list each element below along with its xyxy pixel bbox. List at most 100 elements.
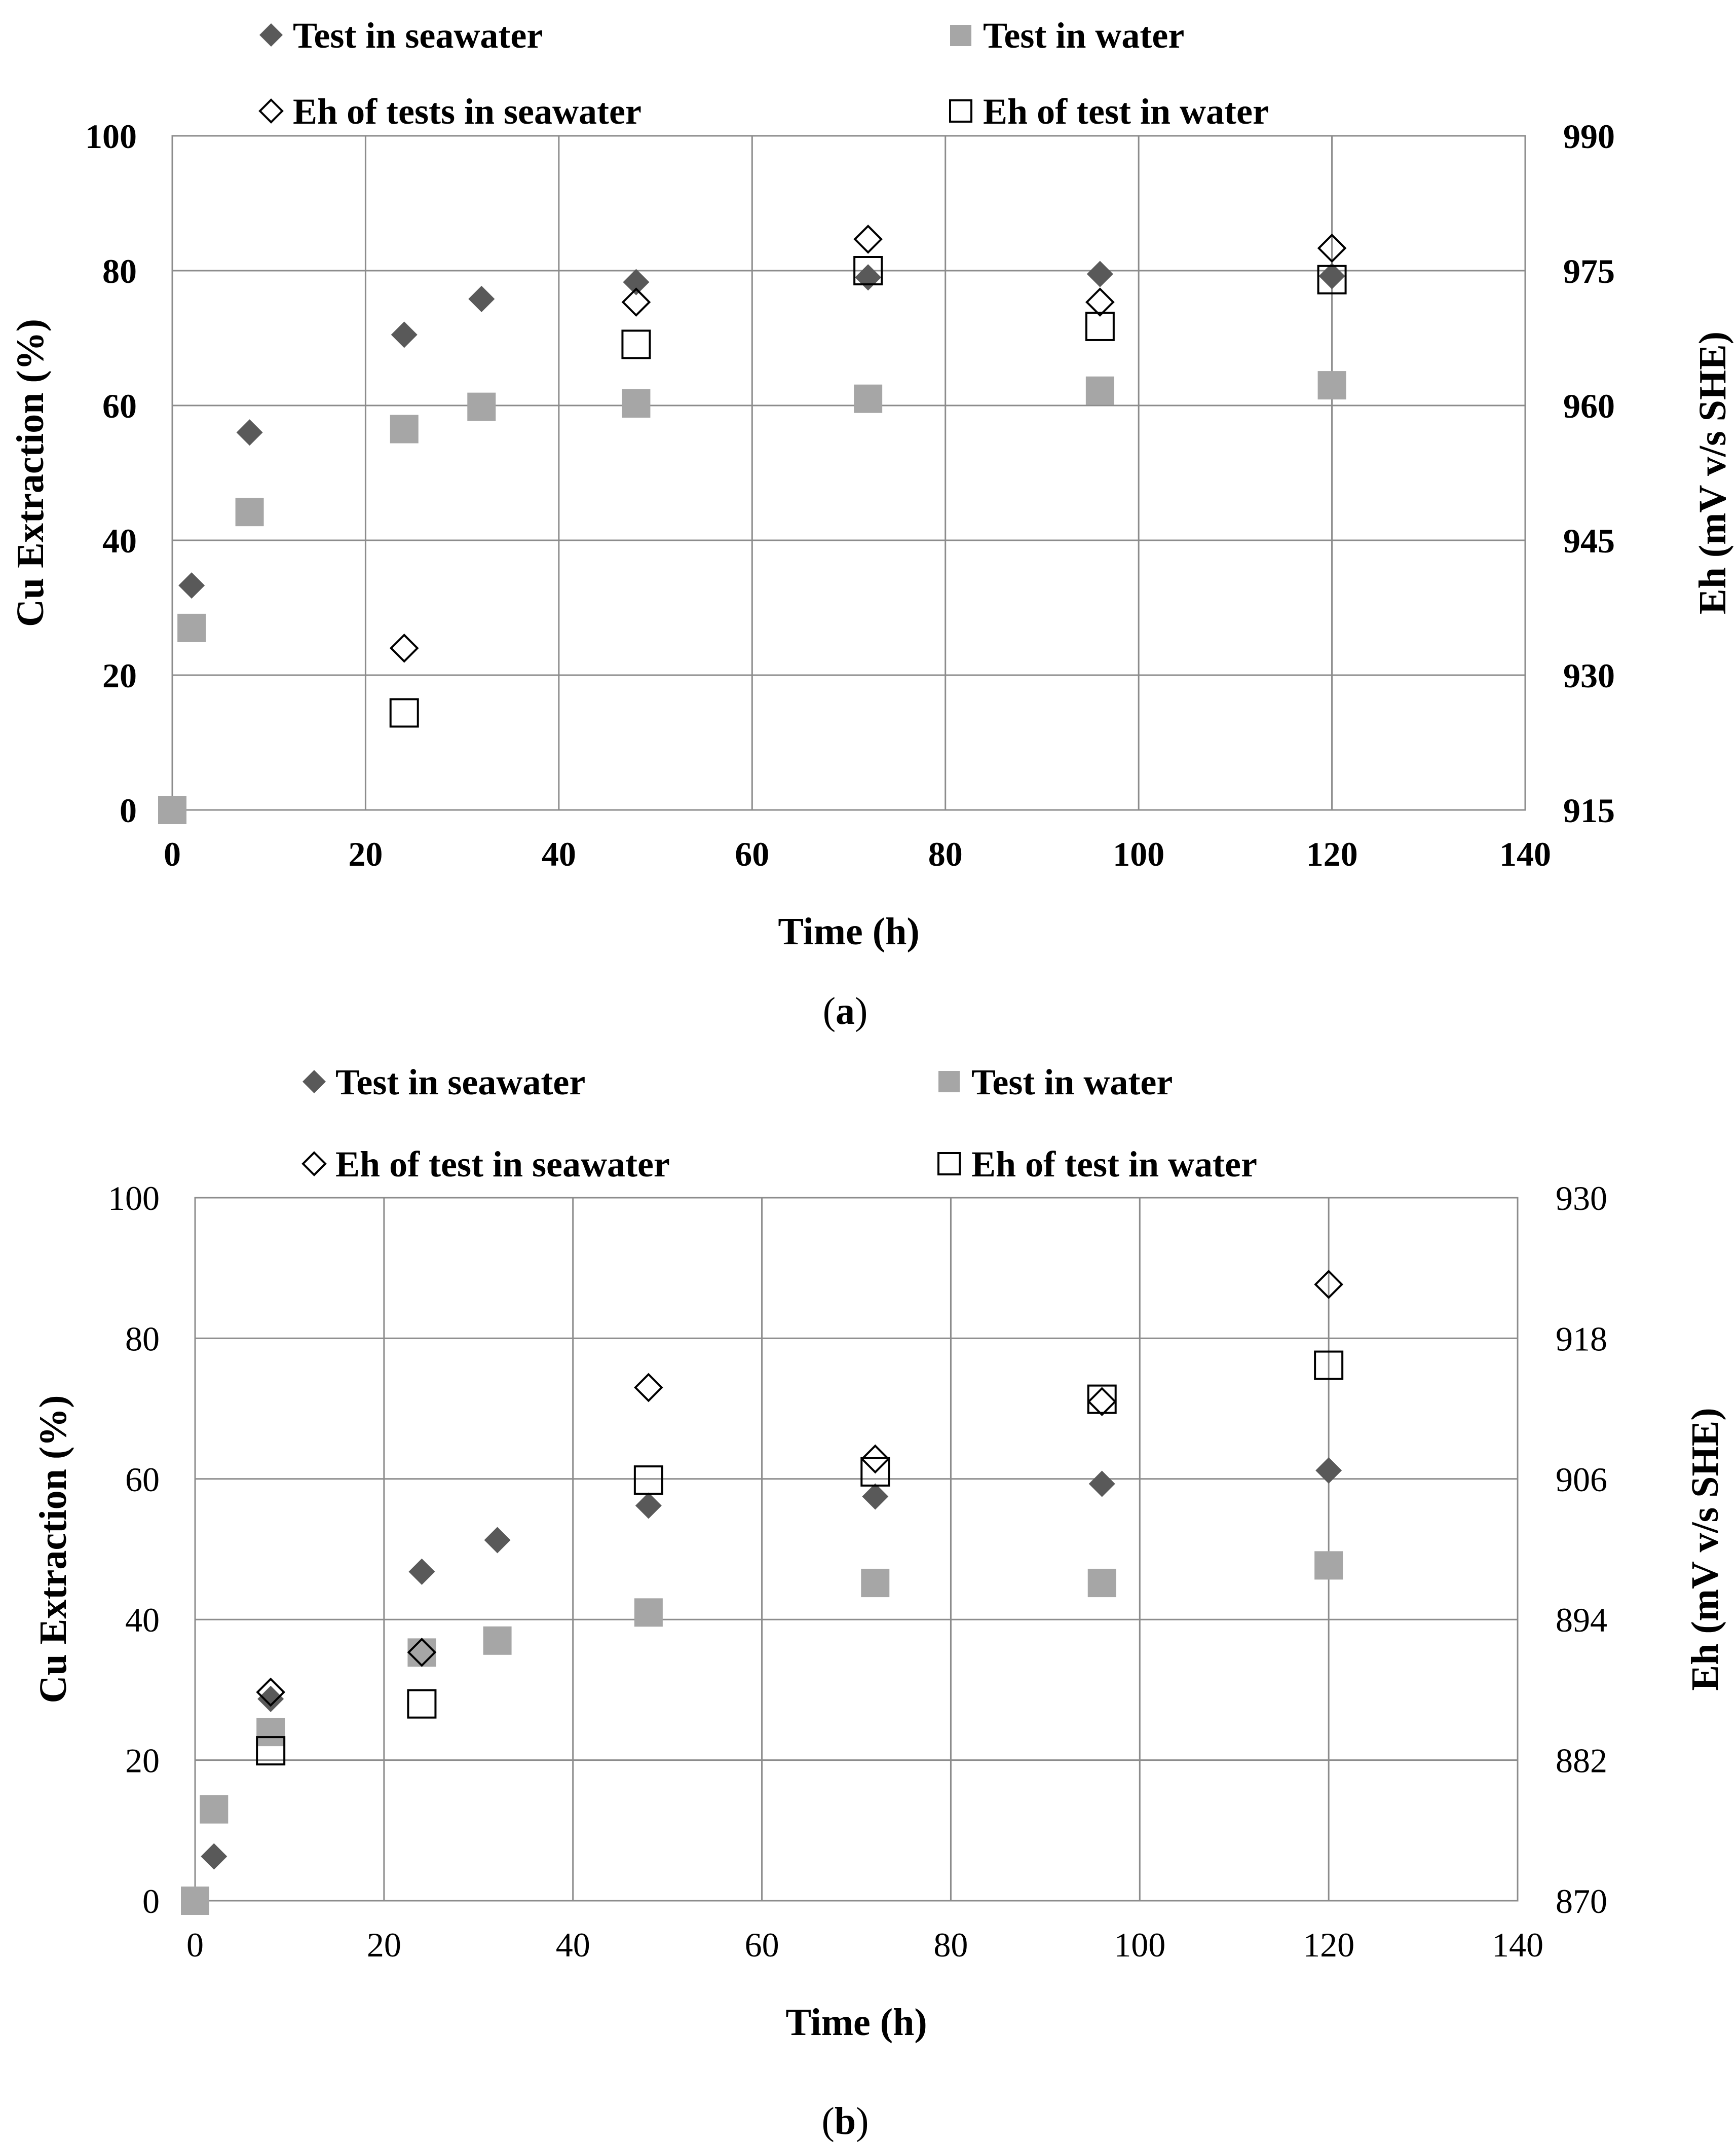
y2-tick-label: 930 xyxy=(1563,656,1615,695)
x-tick-label: 100 xyxy=(1113,835,1164,873)
legend-marker-cu-seawater xyxy=(303,1070,326,1093)
y2-tick-label: 894 xyxy=(1556,1601,1607,1639)
data-point-cu-seawater xyxy=(862,1483,889,1510)
plot-frame xyxy=(194,1197,1519,1902)
x-tick-label: 60 xyxy=(745,1926,779,1964)
data-point-eh-water xyxy=(1317,265,1347,294)
data-point-eh-water xyxy=(407,1689,437,1719)
legend-label-cu-water: Test in water xyxy=(971,1062,1173,1102)
x-tick-label: 0 xyxy=(186,1926,204,1964)
data-point-eh-water xyxy=(389,698,419,728)
data-point-cu-water xyxy=(181,1887,209,1915)
data-point-eh-seawater xyxy=(1314,1270,1343,1299)
data-point-cu-seawater xyxy=(391,321,418,348)
data-point-eh-seawater xyxy=(407,1638,437,1667)
y2-axis-title: Eh (mV v/s SHE) xyxy=(1684,1408,1726,1690)
data-point-cu-water xyxy=(407,1638,436,1667)
x-tick-label: 20 xyxy=(367,1926,401,1964)
data-point-cu-water xyxy=(256,1718,285,1747)
legend-label-cu-water: Test in water xyxy=(983,15,1184,56)
legend: Test in seawater Test in water Eh of tes… xyxy=(258,15,1269,132)
y-tick-label: 100 xyxy=(85,117,137,156)
data-point-eh-water xyxy=(633,1465,663,1495)
y-tick-label: 20 xyxy=(102,656,137,695)
y-tick-label: 0 xyxy=(120,791,137,830)
data-point-eh-water xyxy=(621,329,651,359)
chart-panel-b: Test in seawater Test in water Eh of tes… xyxy=(32,1062,1726,2142)
plot-area: 0 20 40 60 80 100 120 140 0 20 40 60 80 100 870 882 894 9… xyxy=(32,1179,1726,2044)
legend-marker-cu-water xyxy=(950,25,971,46)
data-point-eh-water xyxy=(1085,311,1115,341)
legend: Test in seawater Test in water Eh of tes… xyxy=(301,1062,1257,1185)
y2-axis-title: Eh (mV v/s SHE) xyxy=(1691,331,1734,614)
y2-tick-label: 906 xyxy=(1556,1460,1607,1499)
y2-tick-label: 915 xyxy=(1563,791,1615,830)
legend-label-cu-seawater: Test in seawater xyxy=(335,1062,585,1102)
x-tick-label: 0 xyxy=(164,835,181,873)
y-tick-label: 60 xyxy=(102,387,137,425)
data-point-cu-water xyxy=(1314,1551,1343,1580)
data-point-eh-water xyxy=(1314,1350,1344,1380)
data-point-cu-seawater xyxy=(257,1685,284,1712)
legend-marker-eh-water xyxy=(937,1152,961,1175)
data-point-cu-seawater xyxy=(1086,261,1113,287)
legend-marker-cu-water xyxy=(938,1071,960,1092)
x-tick-label: 120 xyxy=(1303,1926,1354,1964)
x-tick-label: 40 xyxy=(542,835,576,873)
data-point-cu-water xyxy=(467,392,496,421)
legend-label-eh-water: Eh of test in water xyxy=(971,1144,1257,1185)
y2-tick-label: 975 xyxy=(1563,252,1615,290)
data-point-cu-seawater xyxy=(408,1558,435,1585)
data-point-eh-water xyxy=(1087,1384,1117,1414)
data-point-cu-seawater xyxy=(468,285,495,312)
x-tick-label: 140 xyxy=(1492,1926,1543,1964)
y-tick-label: 80 xyxy=(102,252,137,290)
x-tick-label: 120 xyxy=(1306,835,1358,873)
plot-frame xyxy=(171,135,1526,811)
data-point-cu-water xyxy=(634,1598,663,1627)
y-tick-label: 80 xyxy=(125,1319,160,1358)
panel-caption-b: (b) xyxy=(822,2100,869,2142)
y2-tick-label: 930 xyxy=(1556,1179,1607,1217)
x-tick-label: 80 xyxy=(928,835,963,873)
data-point-cu-water xyxy=(1317,371,1346,400)
data-point-cu-seawater xyxy=(1315,1457,1342,1484)
x-tick-label: 100 xyxy=(1114,1926,1165,1964)
data-point-cu-water xyxy=(177,613,206,642)
data-point-eh-seawater xyxy=(1087,1387,1117,1417)
data-point-cu-water xyxy=(158,796,186,824)
x-tick-label: 80 xyxy=(933,1926,968,1964)
data-point-cu-water xyxy=(235,498,264,527)
y-tick-label: 100 xyxy=(108,1179,160,1217)
data-point-cu-seawater xyxy=(201,1843,228,1870)
legend-label-cu-seawater: Test in seawater xyxy=(293,15,543,56)
data-point-eh-water xyxy=(860,1457,890,1487)
x-axis-title: Time (h) xyxy=(778,910,919,953)
data-point-cu-seawater xyxy=(236,419,263,446)
chart-panel-a: Test in seawater Test in water Eh of tes… xyxy=(9,15,1734,1032)
data-point-eh-seawater xyxy=(256,1677,285,1707)
data-point-cu-seawater xyxy=(623,269,650,295)
panel-caption-a: (a) xyxy=(823,990,868,1032)
legend-marker-cu-seawater xyxy=(259,23,283,47)
y2-tick-label: 918 xyxy=(1556,1319,1607,1358)
data-point-cu-water xyxy=(1087,1569,1116,1598)
x-tick-label: 40 xyxy=(556,1926,590,1964)
legend-label-eh-water: Eh of test in water xyxy=(983,91,1269,132)
legend-label-eh-seawater: Eh of test in seawater xyxy=(335,1144,670,1185)
data-point-cu-seawater xyxy=(635,1492,662,1519)
data-point-eh-seawater xyxy=(860,1444,890,1474)
data-point-eh-seawater xyxy=(1317,233,1347,263)
x-tick-label: 20 xyxy=(348,835,383,873)
legend-label-eh-seawater: Eh of tests in seawater xyxy=(293,91,641,132)
y-axis-title: Cu Extraction (%) xyxy=(9,319,52,627)
x-tick-label: 60 xyxy=(735,835,769,873)
data-point-cu-water xyxy=(861,1569,890,1598)
data-point-cu-water xyxy=(622,389,651,418)
legend-marker-eh-seawater xyxy=(258,98,284,124)
data-point-cu-water xyxy=(854,384,883,413)
legend-marker-eh-seawater xyxy=(301,1151,327,1176)
data-point-eh-seawater xyxy=(389,633,419,663)
data-point-cu-seawater xyxy=(1088,1470,1115,1497)
data-point-eh-water xyxy=(853,256,883,285)
